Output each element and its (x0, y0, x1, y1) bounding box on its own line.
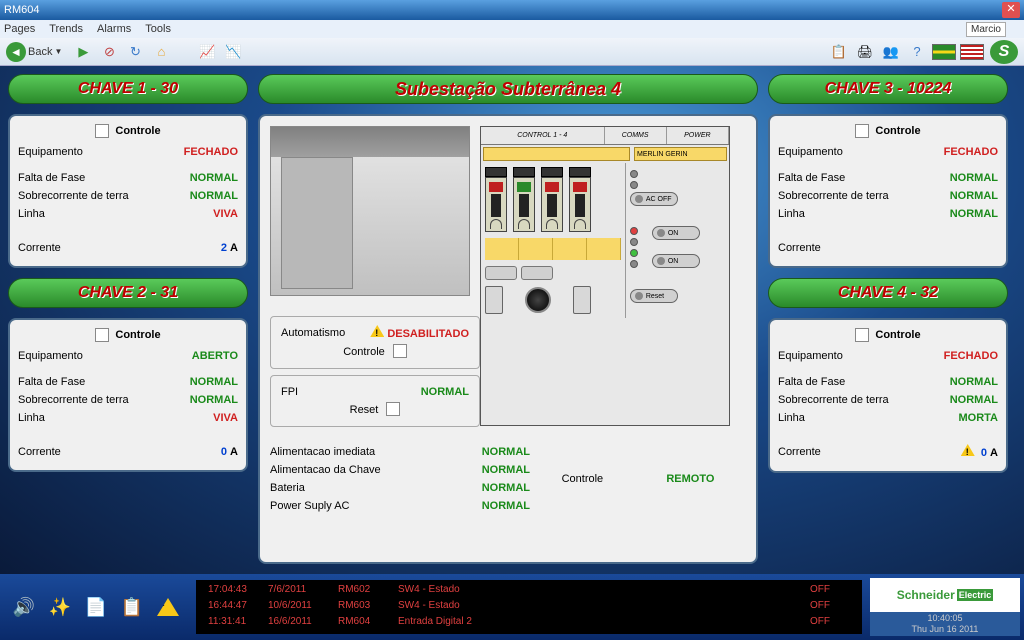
menu-alarms[interactable]: Alarms (97, 23, 131, 35)
rtu-knob[interactable] (525, 287, 551, 313)
rtu-brand-label: MERLIN GERIN (634, 147, 727, 161)
chave3-panel: Controle EquipamentoFECHADO Falta de Fas… (768, 114, 1008, 268)
spark-icon[interactable]: ✨ (46, 593, 74, 621)
center-title: Subestação Subterrânea 4 (258, 74, 758, 104)
warning-icon (961, 444, 975, 456)
chave3-controle-checkbox[interactable] (855, 124, 869, 138)
toolbar: ◄ Back ▼ ▶ ⊘ ↻ ⌂ 📈 📉 📋 🖨 👥 ? S (0, 38, 1024, 66)
menu-pages[interactable]: Pages (4, 23, 35, 35)
chart-up-button[interactable]: 📈 (196, 41, 218, 63)
right-column: CHAVE 3 - 10224 Controle EquipamentoFECH… (768, 74, 1008, 564)
warning-icon (370, 325, 384, 337)
left-column: CHAVE 1 - 30 Controle EquipamentoFECHADO… (8, 74, 248, 564)
close-button[interactable]: ✕ (1002, 2, 1020, 18)
rtu-btn-a[interactable] (485, 266, 517, 280)
fpi-reset-checkbox[interactable] (386, 402, 400, 416)
center-column: Subestação Subterrânea 4 CONTROL 1 - 4 C… (258, 74, 758, 564)
schneider-logo-icon: S (990, 40, 1018, 64)
help-button[interactable]: ? (906, 41, 928, 63)
center-status-list: Alimentacao imediataNORMAL Alimentacao d… (270, 442, 746, 516)
chart-down-button[interactable]: 📉 (222, 41, 244, 63)
flag-us-icon[interactable] (960, 44, 984, 60)
forward-button[interactable]: ▶ (72, 41, 94, 63)
home-button[interactable]: ⌂ (150, 41, 172, 63)
fpi-panel: FPINORMAL Reset (270, 375, 480, 427)
rtu-on1-button[interactable]: ON (652, 226, 700, 240)
list-icon[interactable]: 📋 (118, 593, 146, 621)
rtu-switch-4[interactable] (569, 167, 591, 232)
back-button[interactable]: ◄ Back ▼ (6, 42, 62, 62)
users-button[interactable]: 👥 (880, 41, 902, 63)
rtu-port-2 (573, 286, 591, 314)
chave1-panel: Controle EquipamentoFECHADO Falta de Fas… (8, 114, 248, 268)
print-button[interactable]: 🖨 (854, 41, 876, 63)
rtu-device: CONTROL 1 - 4 COMMS POWER MERLIN GERIN (480, 126, 730, 426)
chave2-header: CHAVE 2 - 31 (8, 278, 248, 308)
footer: 🔊 ✨ 📄 📋 17:04:437/6/2011RM602SW4 - Estad… (0, 574, 1024, 640)
alarm-row: 16:44:4710/6/2011RM603SW4 - EstadoOFF (198, 598, 860, 614)
brand-box: SchneiderElectric 10:40:05Thu Jun 16 201… (870, 578, 1020, 636)
alarm-row: 17:04:437/6/2011RM602SW4 - EstadoOFF (198, 582, 860, 598)
alert-icon[interactable] (154, 593, 182, 621)
rtu-switch-3[interactable] (541, 167, 563, 232)
chave4-controle-checkbox[interactable] (855, 328, 869, 342)
menu-bar: Pages Trends Alarms Tools Marcio (0, 20, 1024, 38)
rtu-btn-b[interactable] (521, 266, 553, 280)
equipment-image (270, 126, 470, 296)
refresh-button[interactable]: ↻ (124, 41, 146, 63)
docs-icon[interactable]: 📄 (82, 593, 110, 621)
chave2-controle-checkbox[interactable] (95, 328, 109, 342)
stop-button[interactable]: ⊘ (98, 41, 120, 63)
main-area: CHAVE 1 - 30 Controle EquipamentoFECHADO… (0, 66, 1024, 574)
chave1-controle-checkbox[interactable] (95, 124, 109, 138)
rtu-switch-2[interactable] (513, 167, 535, 232)
user-field[interactable]: Marcio (966, 22, 1006, 37)
sound-icon[interactable]: 🔊 (10, 593, 38, 621)
rtu-acoff-button[interactable]: AC OFF (630, 192, 678, 206)
rtu-reset-button[interactable]: Reset (630, 289, 678, 303)
rtu-switch-1[interactable] (485, 167, 507, 232)
automatismo-panel: Automatismo DESABILITADO Controle (270, 316, 480, 369)
menu-trends[interactable]: Trends (49, 23, 83, 35)
chave1-header: CHAVE 1 - 30 (8, 74, 248, 104)
menu-tools[interactable]: Tools (145, 23, 171, 35)
report-button[interactable]: 📋 (828, 41, 850, 63)
chave4-panel: Controle EquipamentoFECHADO Falta de Fas… (768, 318, 1008, 473)
title-bar: RM604 ✕ (0, 0, 1024, 20)
alarm-list[interactable]: 17:04:437/6/2011RM602SW4 - EstadoOFF 16:… (196, 580, 862, 634)
center-panel: CONTROL 1 - 4 COMMS POWER MERLIN GERIN (258, 114, 758, 564)
chave4-header: CHAVE 4 - 32 (768, 278, 1008, 308)
chave2-panel: Controle EquipamentoABERTO Falta de Fase… (8, 318, 248, 472)
automatismo-controle-checkbox[interactable] (393, 344, 407, 358)
chave3-header: CHAVE 3 - 10224 (768, 74, 1008, 104)
back-arrow-icon: ◄ (6, 42, 26, 62)
flag-br-icon[interactable] (932, 44, 956, 60)
window-title: RM604 (4, 4, 1002, 16)
rtu-port-1 (485, 286, 503, 314)
alarm-row: 11:31:4116/6/2011RM604Entrada Digital 2O… (198, 614, 860, 630)
rtu-on2-button[interactable]: ON (652, 254, 700, 268)
